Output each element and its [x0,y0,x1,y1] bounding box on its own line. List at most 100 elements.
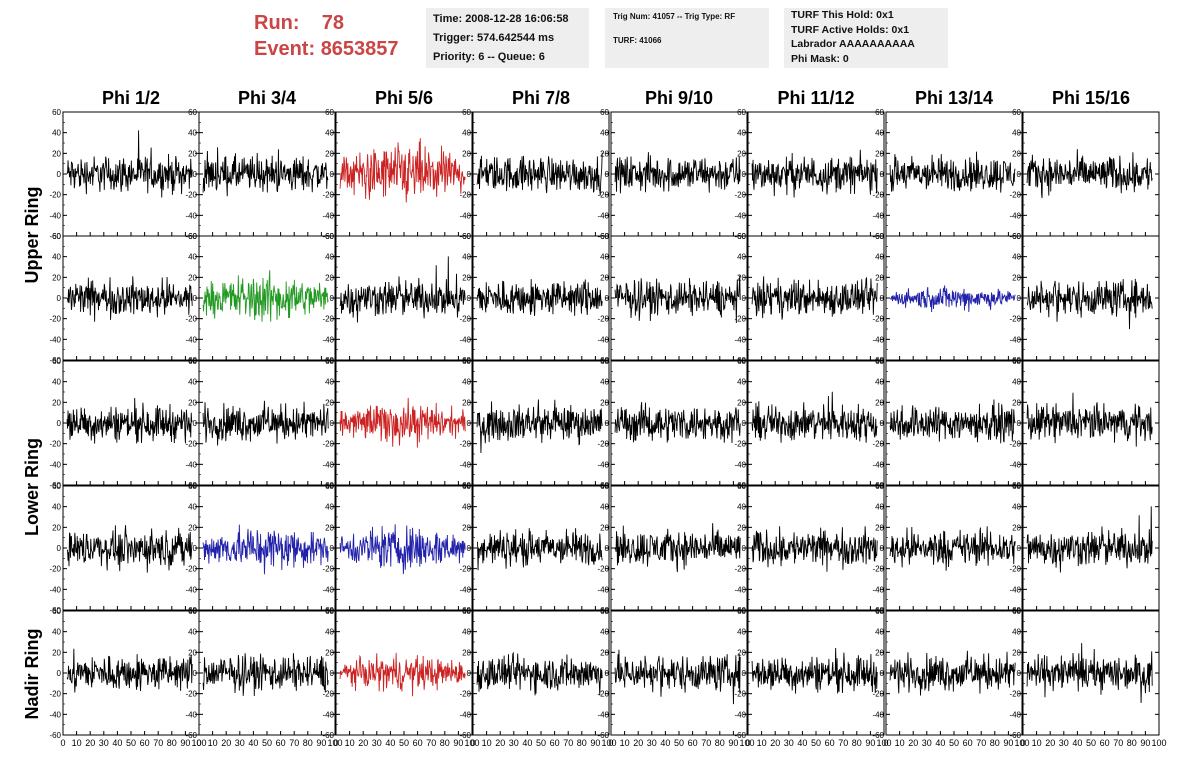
waveform-trace [202,653,329,697]
y-tick-label: -40 [322,710,334,719]
waveform-trace [202,147,329,197]
event-value: 8653857 [320,38,399,60]
y-tick-label: -20 [1009,690,1021,699]
y-tick-label: -60 [734,731,746,740]
x-tick-label: 90 [728,738,738,748]
ring-label: Nadir Ring [22,628,42,719]
y-tick-label: 40 [325,253,334,262]
y-tick-label: 0 [467,419,472,428]
y-tick-label: -20 [734,440,746,449]
y-tick-label: -40 [322,335,334,344]
y-tick-label: -20 [1009,440,1021,449]
y-tick-label: 0 [605,294,610,303]
y-tick-label: 40 [737,628,746,637]
y-tick-label: 60 [1012,607,1021,616]
y-tick-label: -40 [185,710,197,719]
y-tick-label: 60 [325,232,334,241]
y-tick-label: 20 [737,398,746,407]
y-tick-label: 60 [462,232,471,241]
y-tick-label: 20 [600,523,609,532]
y-tick-label: -20 [459,191,471,200]
waveform-trace [614,649,741,705]
waveform-trace [339,138,466,203]
y-tick-label: 40 [1012,628,1021,637]
column-label: Phi 13/14 [915,88,993,108]
event-row: Event: 8653857 [254,36,399,62]
waveform-trace [889,526,1016,571]
y-tick-label: 0 [193,419,198,428]
y-tick-label: -20 [872,690,884,699]
y-tick-label: 0 [330,419,335,428]
x-tick-label: 100 [327,738,342,748]
x-tick-label: 50 [399,738,409,748]
y-tick-label: 0 [467,544,472,553]
y-tick-label: 60 [875,357,884,366]
y-tick-label: 40 [600,253,609,262]
y-tick-label: 40 [188,129,197,138]
y-tick-label: 40 [325,503,334,512]
y-tick-label: 20 [875,648,884,657]
x-tick-label: 50 [811,738,821,748]
y-tick-label: 20 [188,523,197,532]
y-tick-label: 40 [52,503,61,512]
y-tick-label: 60 [875,232,884,241]
y-tick-label: 20 [875,523,884,532]
x-tick-label: 20 [495,738,505,748]
y-tick-label: 60 [52,357,61,366]
y-tick-label: -20 [597,191,609,200]
y-tick-label: -20 [185,315,197,324]
x-tick-label: 90 [1003,738,1013,748]
y-tick-label: 60 [52,108,61,117]
y-tick-label: 60 [875,108,884,117]
y-tick-label: 60 [462,607,471,616]
y-tick-label: 20 [600,648,609,657]
column-label: Phi 7/8 [512,88,570,108]
y-tick-label: 60 [52,232,61,241]
waveform-trace [476,651,603,696]
y-tick-label: -40 [459,710,471,719]
x-tick-label: 30 [99,738,109,748]
x-tick-label: 10 [72,738,82,748]
y-tick-label: 0 [330,294,335,303]
y-tick-label: 0 [467,669,472,678]
y-tick-label: 40 [52,378,61,387]
trigger-info-box: Trig Num: 41057 -- Trig Type: RF TURF: 4… [605,8,769,68]
y-tick-label: 20 [875,398,884,407]
y-tick-label: 40 [188,628,197,637]
x-tick-label: 50 [262,738,272,748]
turf-number-text: TURF: 41066 [613,36,662,45]
y-tick-label: 20 [52,523,61,532]
time-info-box: Time: 2008-12-28 16:06:58 Trigger: 574.6… [426,8,589,68]
y-tick-label: -20 [459,565,471,574]
x-tick-label: 10 [1032,738,1042,748]
y-tick-label: 20 [462,273,471,282]
y-tick-label: 40 [188,378,197,387]
y-tick-label: 0 [330,544,335,553]
y-tick-label: 60 [875,607,884,616]
x-tick-label: 30 [647,738,657,748]
y-tick-label: -40 [872,335,884,344]
x-tick-label: 20 [633,738,643,748]
y-tick-label: 20 [600,273,609,282]
y-tick-label: 60 [1012,482,1021,491]
priority-text: Priority: 6 -- Queue: 6 [433,51,545,63]
x-tick-label: 20 [770,738,780,748]
waveform-trace [889,151,1016,193]
y-tick-label: 20 [462,648,471,657]
x-tick-label: 70 [976,738,986,748]
y-tick-label: -40 [185,460,197,469]
y-tick-label: 40 [737,378,746,387]
y-tick-label: 40 [1012,253,1021,262]
y-tick-label: 0 [330,170,335,179]
x-tick-label: 90 [180,738,190,748]
x-tick-label: 80 [303,738,313,748]
turf-info-box: TURF This Hold: 0x1 TURF Active Holds: 0… [784,8,948,68]
y-tick-label: 40 [875,503,884,512]
y-tick-label: 40 [737,253,746,262]
waveform-trace [1026,392,1153,447]
y-tick-label: 60 [325,357,334,366]
y-tick-label: -20 [459,315,471,324]
y-tick-label: -20 [597,440,609,449]
y-tick-label: 20 [875,149,884,158]
